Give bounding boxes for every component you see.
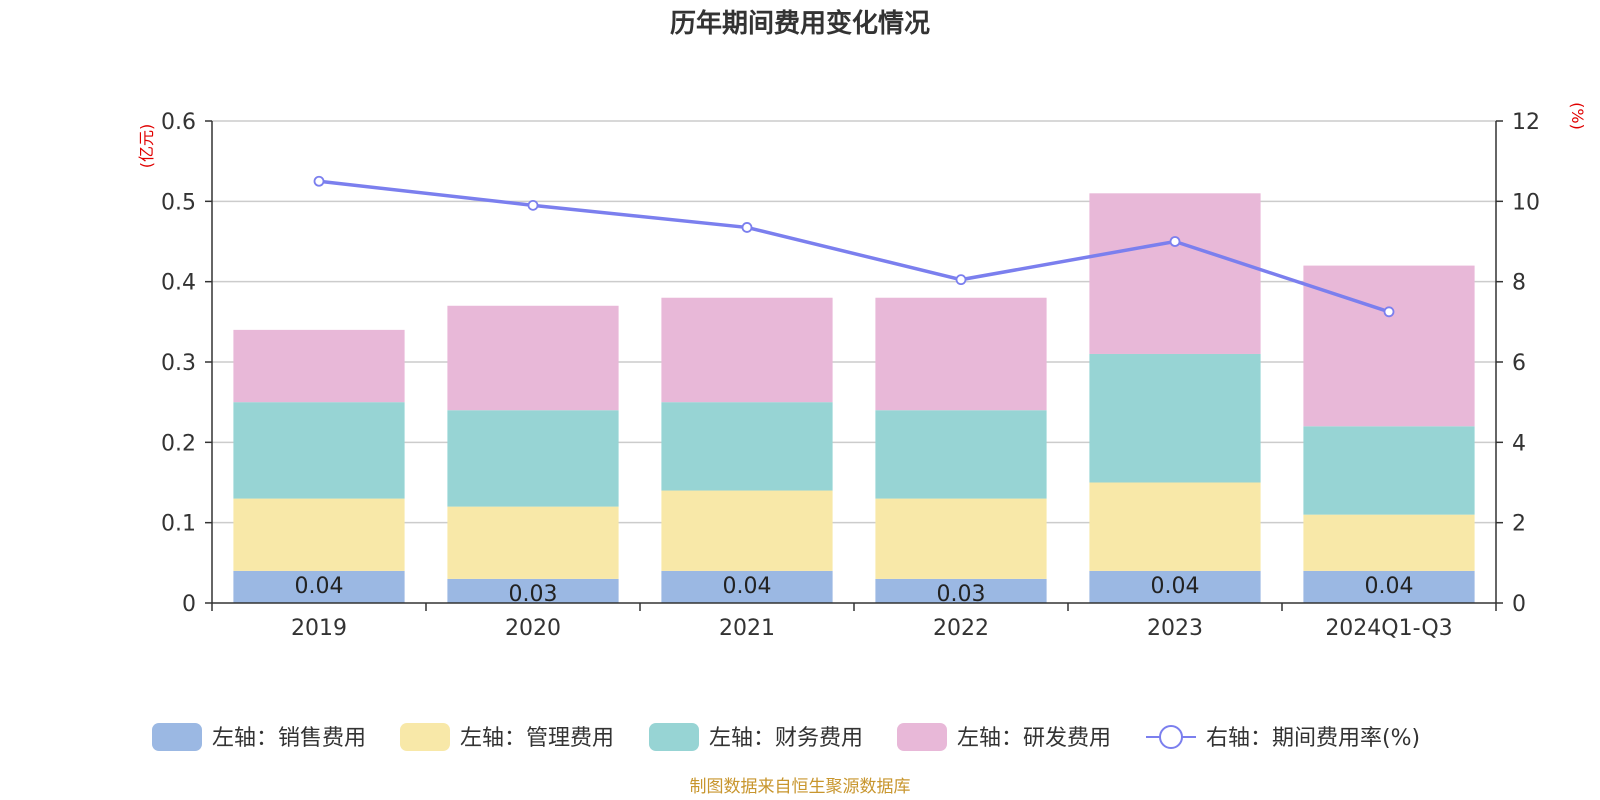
legend-swatch: [400, 723, 450, 751]
x-tick-label: 2020: [505, 616, 561, 641]
rate-line-point: [1383, 306, 1395, 318]
bar-value-label: 0.04: [723, 574, 772, 599]
rate-line-point: [1169, 236, 1181, 247]
left-tick-label: 0.4: [161, 271, 196, 296]
bar-segment: [661, 490, 833, 571]
bar-segment: [661, 402, 833, 491]
left-tick-label: 0.1: [161, 512, 196, 537]
right-tick-label: 4: [1512, 431, 1526, 456]
left-axis-unit: (亿元): [137, 124, 156, 169]
legend-label: 左轴：管理费用: [460, 726, 614, 751]
x-tick-label: 2019: [291, 616, 347, 641]
bar-segment: [875, 297, 1047, 411]
rate-line: [313, 175, 1395, 318]
bar-segment: [1303, 265, 1475, 427]
bar-segment: [1089, 353, 1261, 483]
right-tick-label: 0: [1512, 592, 1526, 617]
left-tick-label: 0.6: [161, 110, 196, 135]
legend-label: 左轴：销售费用: [212, 726, 366, 751]
bar-segment: [447, 410, 619, 507]
legend-swatch: [152, 723, 202, 751]
bar-segment: [447, 506, 619, 579]
bar-segment: [447, 305, 619, 411]
left-tick-label: 0.3: [161, 351, 196, 376]
bar-segment: [233, 329, 405, 403]
bar-segment: [1089, 193, 1261, 354]
bar-value-label: 0.04: [1151, 574, 1200, 599]
legend-label: 左轴：研发费用: [957, 726, 1111, 751]
bar-segment: [447, 578, 619, 603]
legend-swatch: [649, 723, 699, 751]
bar-segment: [1303, 426, 1475, 515]
legend-swatch: [897, 723, 947, 751]
left-tick-label: 0.5: [161, 190, 196, 215]
legend-label: 右轴：期间费用率(%): [1206, 726, 1420, 751]
rate-line-path: [318, 179, 1390, 314]
rate-line-point: [741, 222, 753, 233]
x-tick-label: 2024Q1-Q3: [1325, 616, 1452, 641]
grid-lines: [212, 120, 1496, 524]
bar-segment: [875, 410, 1047, 499]
bar-segment: [1303, 514, 1475, 571]
chart-title: 历年期间费用变化情况: [670, 8, 930, 39]
rate-line-point: [955, 274, 967, 286]
rate-line-point: [527, 199, 539, 211]
axes: 0 0.1 0.2 0.3 0.4 0.5 0.6 0 2 4 6 8 10 12 2019 2020 2021…: [161, 110, 1540, 641]
legend-marker: [1159, 725, 1183, 749]
bar-segment: [661, 570, 833, 603]
bar-value-label: 0.04: [1365, 574, 1414, 599]
bar-segment: [875, 498, 1047, 579]
x-tick-label: 2021: [719, 616, 775, 641]
bar-segment: [233, 498, 405, 571]
bar-segment: [233, 570, 405, 603]
bar-segment: [661, 297, 833, 403]
bar-value-label: 0.04: [295, 574, 344, 599]
right-tick-label: 6: [1512, 351, 1526, 376]
left-tick-label: 0.2: [161, 431, 196, 456]
x-tick-label: 2023: [1147, 616, 1203, 641]
right-tick-label: 2: [1512, 512, 1526, 537]
right-tick-label: 12: [1512, 110, 1540, 135]
legend-label: 左轴：财务费用: [709, 726, 863, 751]
bar-segment: [1303, 570, 1475, 603]
right-tick-label: 10: [1512, 190, 1540, 215]
right-axis-unit: (%): [1568, 102, 1587, 130]
bar-segment: [1089, 482, 1261, 571]
x-tick-label: 2022: [933, 616, 989, 641]
bar-segment: [875, 578, 1047, 603]
left-tick-label: 0: [182, 592, 196, 617]
legend: 左轴：销售费用 左轴：管理费用 左轴：财务费用 左轴：研发费用 右轴：期间费用率(%): [152, 723, 1420, 751]
right-tick-label: 8: [1512, 271, 1526, 296]
bars: 0.04 0.03 0.04 0.03 0.04 0.04: [233, 193, 1475, 607]
source-note: 制图数据来自恒生聚源数据库: [690, 777, 911, 797]
bar-segment: [233, 402, 405, 499]
rate-line-point: [313, 175, 325, 187]
bar-segment: [1089, 570, 1261, 603]
